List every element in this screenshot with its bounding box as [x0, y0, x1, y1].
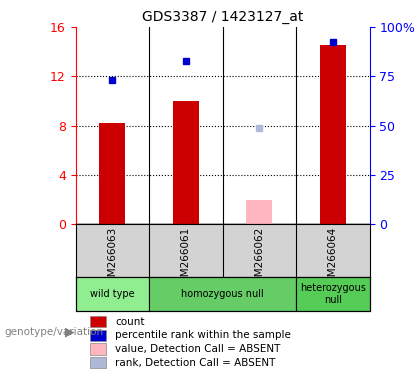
Text: value, Detection Call = ABSENT: value, Detection Call = ABSENT — [115, 344, 281, 354]
Bar — [90, 330, 107, 341]
Text: GSM266062: GSM266062 — [255, 227, 264, 290]
Bar — [247, 200, 272, 224]
Bar — [296, 277, 370, 311]
Text: percentile rank within the sample: percentile rank within the sample — [115, 331, 291, 341]
Text: GSM266061: GSM266061 — [181, 227, 191, 290]
Bar — [90, 357, 107, 368]
Title: GDS3387 / 1423127_at: GDS3387 / 1423127_at — [142, 10, 303, 25]
Text: count: count — [115, 317, 145, 327]
Bar — [90, 316, 107, 328]
Bar — [320, 45, 346, 224]
Text: heterozygous
null: heterozygous null — [300, 283, 366, 305]
Text: wild type: wild type — [90, 289, 135, 299]
Text: GSM266064: GSM266064 — [328, 227, 338, 290]
Bar — [100, 123, 125, 224]
Text: GSM266063: GSM266063 — [108, 227, 117, 290]
Text: rank, Detection Call = ABSENT: rank, Detection Call = ABSENT — [115, 358, 276, 367]
Text: ▶: ▶ — [65, 326, 75, 339]
Bar — [76, 277, 149, 311]
Bar — [149, 277, 296, 311]
Text: genotype/variation: genotype/variation — [4, 327, 103, 337]
Bar — [90, 343, 107, 354]
Bar — [173, 101, 199, 224]
Text: homozygous null: homozygous null — [181, 289, 264, 299]
